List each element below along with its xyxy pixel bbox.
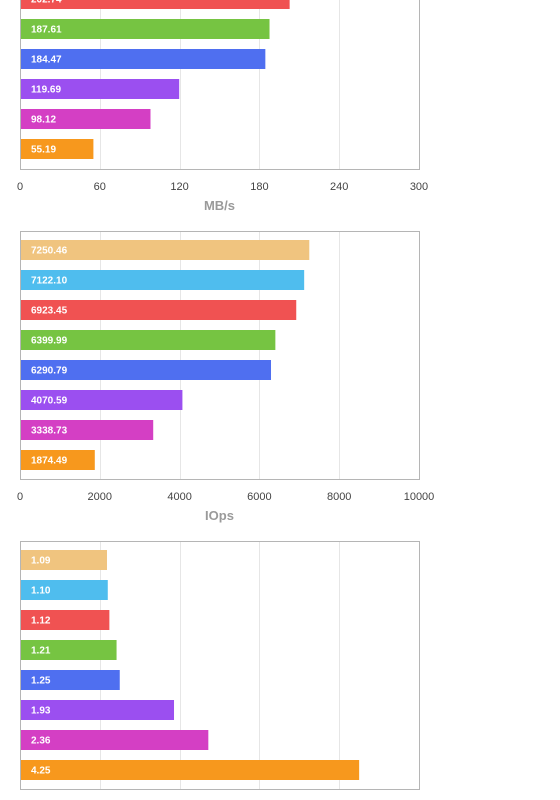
x-tick-label: 2000 — [88, 491, 112, 503]
bar-value-label: 98.12 — [31, 115, 56, 126]
bar — [21, 139, 94, 159]
bar — [21, 450, 95, 470]
bar-value-label: 6399.99 — [31, 336, 68, 347]
bar-value-label: 7250.46 — [31, 246, 68, 257]
x-tick-label: 4000 — [167, 491, 191, 503]
chart-3: 1.09 1.10 1.12 1.21 1.25 1.93 2.36 4.25 — [20, 541, 420, 790]
bar-value-label: 2.36 — [31, 736, 51, 747]
bar — [21, 19, 270, 39]
bar — [21, 240, 310, 260]
bar-value-label: 4070.59 — [31, 396, 68, 407]
bar — [21, 580, 108, 600]
bar — [21, 670, 120, 690]
bar — [21, 330, 276, 350]
bar — [21, 360, 272, 380]
x-tick-label: 0 — [17, 491, 23, 503]
bar-value-label: 187.61 — [31, 25, 62, 36]
x-tick-label: 120 — [170, 181, 188, 193]
bar-value-label: 1.12 — [31, 616, 51, 627]
bar — [21, 0, 290, 9]
bar-value-label: 1874.49 — [31, 456, 68, 467]
bar-value-label: 1.25 — [31, 676, 51, 687]
x-tick-label: 8000 — [327, 491, 351, 503]
x-tick-label: 180 — [250, 181, 268, 193]
x-axis-title: IOps — [205, 508, 234, 523]
x-tick-label: 300 — [410, 181, 428, 193]
bar-value-label: 1.10 — [31, 586, 51, 597]
bar-value-label: 202.74 — [31, 0, 62, 6]
bar-value-label: 184.47 — [31, 55, 62, 66]
bar-value-label: 3338.73 — [31, 426, 68, 437]
x-tick-label: 6000 — [247, 491, 271, 503]
bar-value-label: 6923.45 — [31, 306, 68, 317]
bar-value-label: 4.25 — [31, 766, 51, 777]
x-axis-title: MB/s — [204, 198, 235, 213]
chart-2: 7250.46 7122.10 6923.45 6399.99 6290.79 4070.… — [17, 231, 434, 523]
bar — [21, 640, 117, 660]
plot-frame — [20, 231, 420, 480]
bar — [21, 79, 180, 99]
x-tick-label: 10000 — [404, 491, 435, 503]
bar-value-label: 119.69 — [31, 85, 61, 96]
bar — [21, 700, 175, 720]
x-tick-label: 240 — [330, 181, 348, 193]
bar — [21, 300, 297, 320]
x-tick-label: 60 — [94, 181, 106, 193]
bar — [21, 730, 209, 750]
bar-value-label: 1.21 — [31, 646, 51, 657]
bar-value-label: 1.09 — [31, 556, 51, 567]
plot-frame — [20, 0, 420, 170]
bar-value-label: 6290.79 — [31, 366, 68, 377]
plot-frame — [20, 541, 420, 790]
bar — [21, 760, 360, 780]
bar — [21, 109, 151, 129]
bar — [21, 270, 305, 290]
bar — [21, 390, 183, 410]
bar — [21, 550, 107, 570]
bar — [21, 420, 154, 440]
bar — [21, 49, 266, 69]
bar-value-label: 7122.10 — [31, 276, 68, 287]
bar-value-label: 1.93 — [31, 706, 51, 717]
chart-1: 202.74 187.61 184.47 119.69 98.12 55.19 0 60 120… — [17, 0, 428, 213]
x-tick-label: 0 — [17, 181, 23, 193]
bar-value-label: 55.19 — [31, 145, 56, 156]
bar — [21, 610, 110, 630]
